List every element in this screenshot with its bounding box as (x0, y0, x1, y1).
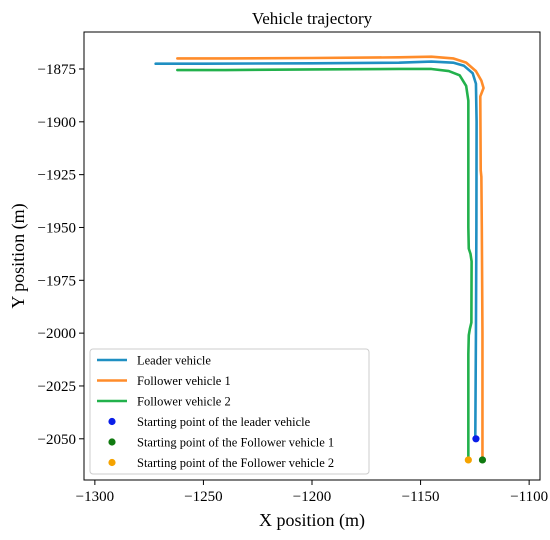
start-point-marker-1 (472, 435, 480, 443)
y-tick-label: −1925 (38, 168, 76, 184)
series-line-1 (154, 60, 478, 441)
x-tick-label: −1250 (184, 489, 222, 505)
y-tick-label: −1975 (38, 273, 76, 289)
x-tick-label: −1100 (510, 489, 548, 505)
y-tick-label: −1875 (38, 62, 76, 78)
x-tick-label: −1150 (402, 489, 440, 505)
legend-point-swatch (108, 438, 116, 446)
series-layer (154, 55, 487, 464)
legend-box (89, 348, 370, 475)
legend: Leader vehicle Follower vehicle 1 Follower… (89, 348, 370, 475)
y-tick-label: −1900 (38, 115, 76, 131)
y-tick-label: −2000 (38, 326, 76, 342)
y-tick-label: −2025 (38, 379, 76, 395)
start-point-marker-3 (464, 456, 472, 464)
legend-point-swatch (108, 458, 116, 467)
tick-layer: −1300 −1250 −1200 −1150 −1100 −1875 −1900 −1925… (38, 62, 549, 505)
y-axis-label: Y position (m) (8, 203, 29, 308)
x-tick-label: −1200 (293, 489, 331, 505)
x-axis-label: X position (m) (259, 510, 365, 531)
series-line-3 (176, 67, 473, 462)
legend-label: Follower vehicle 2 (137, 395, 231, 409)
chart-title: Vehicle trajectory (252, 9, 373, 28)
x-tick-label: −1300 (76, 489, 114, 505)
legend-label: Starting point of the Follower vehicle 1 (137, 436, 334, 450)
start-point-marker-2 (478, 456, 487, 464)
legend-entries: Leader vehicle Follower vehicle 1 Follower… (97, 354, 334, 470)
legend-point-swatch (108, 417, 116, 426)
legend-label: Starting point of the Follower vehicle 2 (137, 456, 334, 470)
y-tick-label: −1950 (38, 220, 76, 236)
legend-label: Follower vehicle 1 (137, 374, 231, 388)
legend-label: Starting point of the leader vehicle (137, 415, 311, 429)
legend-label: Leader vehicle (137, 354, 211, 368)
y-tick-label: −2050 (38, 432, 76, 448)
series-line-2 (176, 55, 485, 462)
